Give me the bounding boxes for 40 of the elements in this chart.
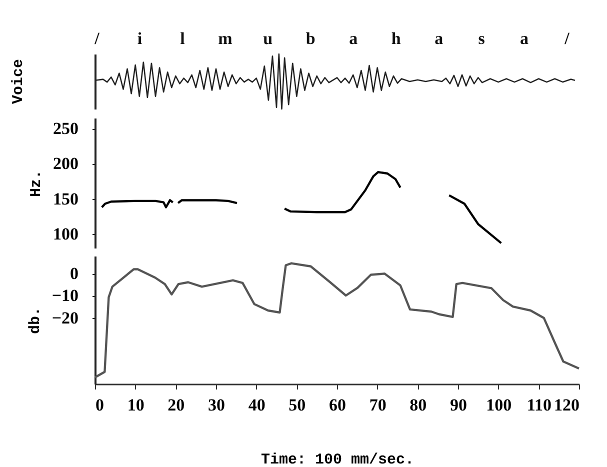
text: a: [349, 29, 358, 48]
text: l: [180, 29, 186, 48]
x-tick-label: 10: [127, 396, 144, 414]
text: i: [137, 29, 142, 48]
text: a: [520, 29, 530, 48]
y-tick-label: −10: [52, 286, 78, 306]
x-tick-label: 20: [168, 396, 185, 414]
text: /: [94, 29, 100, 48]
x-tick-label: 50: [288, 396, 306, 414]
x-tick-label: 60: [329, 396, 346, 414]
x-axis-title: Time: 100 mm/sec.: [260, 452, 414, 467]
y-tick-label: 150: [53, 189, 78, 208]
text: a: [434, 29, 444, 48]
x-tick-label: 40: [248, 396, 266, 414]
y-axis-title: db.: [26, 306, 44, 334]
x-tick-label: 100: [486, 396, 512, 414]
x-tick-label: 110: [526, 396, 552, 414]
text: m: [218, 29, 232, 48]
line-series: [100, 199, 174, 208]
y-tick-label: 100: [53, 224, 78, 244]
y-tick-label: 250: [53, 119, 78, 138]
x-tick-label: 30: [208, 396, 225, 414]
text: s: [478, 29, 486, 48]
x-tick-label: 80: [410, 396, 427, 414]
y-tick-label: 200: [53, 154, 78, 174]
line-series: [94, 262, 580, 378]
line-series: [283, 171, 402, 214]
y-axis-title: Hz.: [28, 170, 45, 198]
x-tick-label: 0: [96, 396, 104, 414]
y-axis-title: Voice: [10, 58, 27, 104]
text: /: [564, 29, 570, 48]
x-tick-label: 90: [450, 396, 467, 414]
line-series: [448, 194, 502, 244]
text: u: [263, 29, 273, 48]
text: b: [306, 29, 316, 48]
y-tick-label: 0: [70, 264, 78, 284]
x-tick-label: 120: [554, 396, 580, 414]
x-tick-label: 70: [369, 396, 386, 414]
y-tick-label: −20: [52, 308, 78, 328]
text: h: [391, 29, 402, 48]
